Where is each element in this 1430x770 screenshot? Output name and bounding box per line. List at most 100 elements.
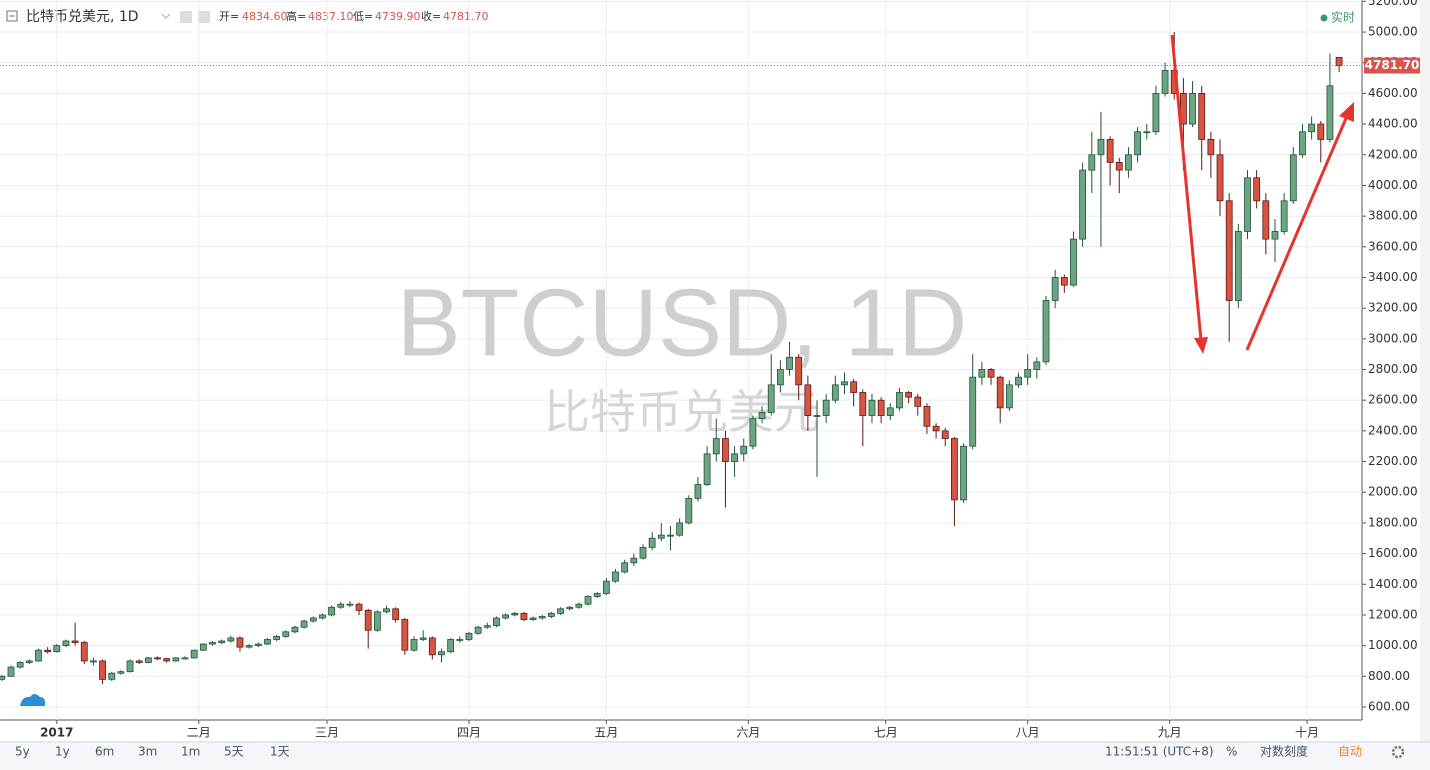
y-tick-label: 600.00 [1368, 699, 1410, 713]
candle-body [108, 672, 116, 680]
auto-button[interactable]: 自动 [1338, 745, 1362, 759]
candle-body [584, 596, 592, 605]
candle-body [117, 671, 125, 674]
candle-body [547, 612, 555, 617]
candle-body [135, 660, 143, 663]
candle-body [740, 445, 748, 455]
candle-body [1189, 93, 1196, 125]
y-tick-label: 2200.00 [1368, 454, 1418, 468]
candle-body [209, 642, 216, 645]
gear-icon[interactable] [1391, 745, 1405, 759]
candle-body [227, 637, 235, 642]
candle-body [804, 384, 812, 416]
candle-body [1271, 231, 1279, 240]
candle-body [1152, 93, 1160, 133]
candle-body [951, 438, 958, 501]
candle-body [236, 637, 244, 648]
y-tick-label: 2000.00 [1368, 485, 1418, 499]
candle-body [1317, 123, 1325, 140]
realtime-dot [1320, 14, 1328, 22]
candle-body [273, 636, 281, 640]
high-value: 4837.10 [308, 10, 354, 23]
arrow-head [1339, 102, 1354, 122]
candle-body [7, 666, 15, 677]
candle-body [1262, 200, 1270, 240]
y-tick-label: 2800.00 [1368, 362, 1418, 376]
x-tick-label: 四月 [457, 726, 481, 740]
range-button[interactable]: 5天 [224, 745, 244, 759]
candle-body [1253, 177, 1261, 202]
candle-body [722, 438, 729, 462]
candle-body [978, 369, 986, 378]
candle-body [731, 453, 738, 462]
candle-body [428, 637, 436, 656]
candle-body [859, 392, 867, 416]
candle-body [831, 384, 839, 401]
candle-body [776, 369, 784, 386]
candle-body [245, 645, 253, 648]
candle-body [1335, 57, 1343, 66]
x-tick-label: 十月 [1295, 726, 1319, 740]
candle-body [0, 675, 6, 680]
open-value: 4834.60 [242, 10, 288, 23]
candle-body [474, 626, 482, 634]
candle-body [1289, 154, 1297, 202]
candle-body [401, 619, 409, 651]
candle-body [1143, 131, 1151, 134]
y-tick-label: 2400.00 [1368, 423, 1418, 437]
candle-body [712, 438, 720, 455]
candle-body [511, 612, 519, 616]
candle-body [1033, 361, 1041, 370]
range-button[interactable]: 1m [181, 745, 200, 759]
dropdown-icon[interactable] [161, 13, 171, 19]
scrollbar[interactable] [1420, 0, 1430, 742]
collapse-icon[interactable] [6, 10, 18, 22]
candle-body [941, 430, 949, 439]
candle-body [877, 399, 885, 416]
candle-body [419, 637, 427, 640]
candle-body [144, 657, 152, 663]
candle-body [703, 453, 711, 485]
last-price-label: 4781.70 [1365, 58, 1420, 72]
candle-body [355, 603, 363, 611]
candle-body [16, 662, 24, 668]
settings-icon[interactable] [180, 11, 192, 23]
candle-body [822, 399, 830, 416]
range-button[interactable]: 1天 [270, 745, 290, 759]
x-tick-label: 二月 [187, 726, 211, 740]
candle-body [1015, 376, 1022, 386]
candle-body [1042, 300, 1050, 363]
candle-body [62, 640, 70, 647]
percent-button[interactable]: % [1226, 745, 1237, 759]
candle-body [657, 534, 665, 539]
arrow-up [1245, 115, 1349, 351]
candle-body [667, 534, 674, 537]
candle-body [346, 603, 354, 606]
symbol-title: 比特币兑美元, 1D [26, 9, 139, 25]
y-tick-label: 3000.00 [1368, 331, 1418, 345]
candle-body [410, 639, 418, 651]
candle-body [987, 369, 995, 378]
logo[interactable] [20, 694, 46, 706]
candle-body [575, 603, 583, 608]
candle-body [1234, 231, 1242, 301]
candle-body [282, 631, 290, 637]
candle-body [749, 418, 757, 447]
log-button[interactable]: 对数刻度 [1260, 744, 1308, 759]
candle-body [254, 643, 262, 647]
realtime-label: 实时 [1331, 10, 1355, 25]
range-button[interactable]: 6m [95, 745, 114, 759]
range-button[interactable]: 5y [15, 745, 30, 759]
range-button[interactable]: 3m [138, 745, 157, 759]
range-button[interactable]: 1y [55, 745, 70, 759]
hide-icon[interactable] [198, 11, 210, 23]
candle-body [383, 608, 390, 613]
x-tick-label: 2017 [40, 726, 73, 740]
candle-body [337, 603, 345, 608]
candle-body [886, 407, 894, 416]
candle-body [923, 405, 931, 427]
candle-body [612, 571, 619, 582]
candle-body [456, 639, 464, 641]
candle-body [557, 608, 564, 614]
